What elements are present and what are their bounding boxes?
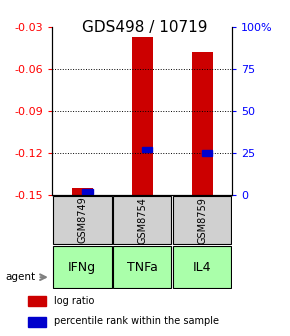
Bar xyxy=(132,37,153,195)
Text: GDS498 / 10719: GDS498 / 10719 xyxy=(82,20,208,35)
Text: TNFa: TNFa xyxy=(127,261,157,274)
Text: GSM8754: GSM8754 xyxy=(137,197,147,244)
Text: IFNg: IFNg xyxy=(68,261,96,274)
Bar xyxy=(28,317,46,327)
Bar xyxy=(82,189,93,194)
Bar xyxy=(72,188,93,195)
FancyBboxPatch shape xyxy=(53,196,112,244)
FancyBboxPatch shape xyxy=(173,246,231,288)
Text: GSM8759: GSM8759 xyxy=(197,197,207,244)
Text: agent: agent xyxy=(6,272,36,282)
Bar xyxy=(28,296,46,306)
Text: IL4: IL4 xyxy=(193,261,211,274)
Bar xyxy=(142,147,153,152)
FancyBboxPatch shape xyxy=(113,196,171,244)
FancyBboxPatch shape xyxy=(53,246,112,288)
Bar xyxy=(202,150,212,156)
Text: GSM8749: GSM8749 xyxy=(77,197,87,244)
FancyBboxPatch shape xyxy=(173,196,231,244)
Text: log ratio: log ratio xyxy=(54,296,94,306)
Bar xyxy=(192,52,213,195)
FancyBboxPatch shape xyxy=(113,246,171,288)
Text: percentile rank within the sample: percentile rank within the sample xyxy=(54,317,219,326)
